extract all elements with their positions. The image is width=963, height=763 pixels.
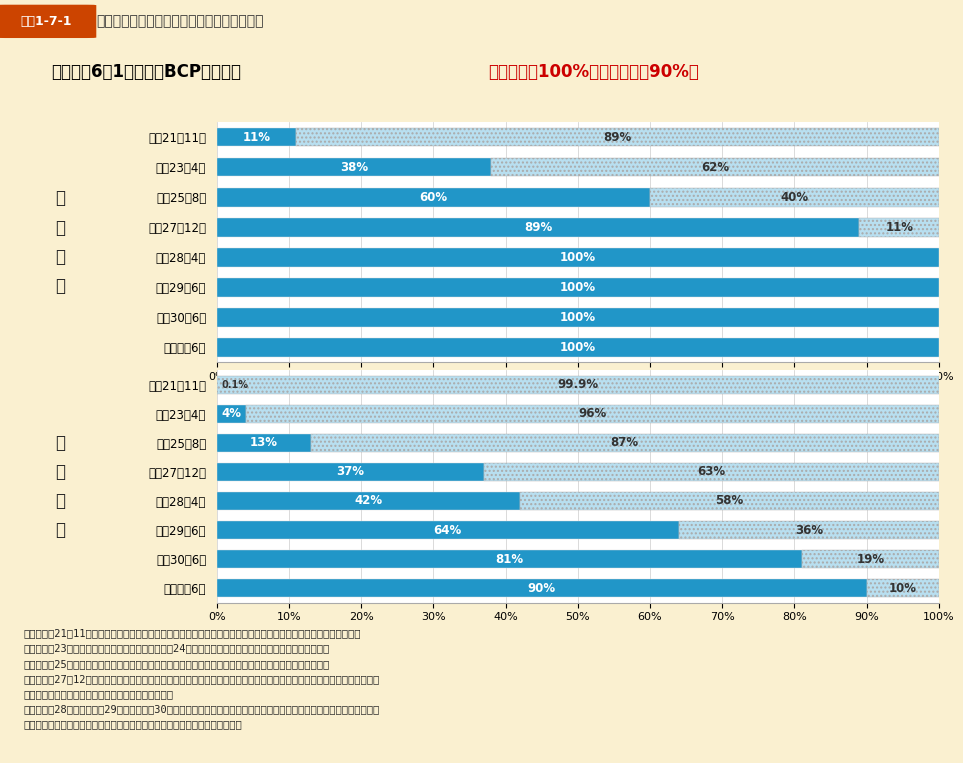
Bar [491, 158, 939, 176]
Bar [217, 308, 939, 327]
Text: 出典：平成21年11月：地震発生時を想定した業務継続体制に係る状況調査（内閣府（防災）及び総務省消防庁調査）
　　　平成23年４月：地方自治情報管理概要（平成2: 出典：平成21年11月：地震発生時を想定した業務継続体制に係る状況調査（内閣府（… [24, 629, 380, 729]
Text: 13%: 13% [249, 436, 277, 449]
Text: 地方公共団体における業務継続計画の策定率: 地方公共団体における業務継続計画の策定率 [96, 14, 264, 28]
Text: 63%: 63% [697, 465, 725, 478]
Text: 100%: 100% [560, 281, 596, 294]
Text: 87%: 87% [611, 436, 638, 449]
Text: 0.1%: 0.1% [221, 380, 248, 390]
Text: 36%: 36% [794, 523, 823, 536]
Text: 38%: 38% [340, 161, 368, 174]
Text: 10%: 10% [889, 581, 917, 594]
Bar [217, 492, 520, 510]
Bar [217, 521, 679, 539]
Text: 64%: 64% [433, 523, 462, 536]
Text: 89%: 89% [524, 221, 552, 233]
Text: 100%: 100% [560, 341, 596, 354]
Bar [217, 127, 297, 146]
Bar [679, 521, 939, 539]
Bar [246, 404, 939, 423]
Text: 11%: 11% [885, 221, 913, 233]
Text: 81%: 81% [495, 552, 523, 565]
Text: 11%: 11% [243, 130, 271, 143]
Text: 58%: 58% [716, 494, 743, 507]
Text: 37%: 37% [336, 465, 364, 478]
Bar [217, 158, 491, 176]
Bar [297, 127, 939, 146]
Bar [802, 550, 939, 568]
Bar [860, 218, 939, 237]
Text: 都道府県で100%、市町村で約90%。: 都道府県で100%、市町村で約90%。 [488, 63, 699, 82]
Bar [650, 188, 939, 207]
Bar [484, 463, 939, 481]
Text: 90%: 90% [528, 581, 556, 594]
Text: 4%: 4% [221, 407, 241, 420]
Bar [217, 218, 860, 237]
Bar [217, 404, 246, 423]
Bar [217, 550, 802, 568]
Text: 市
区
町
村: 市 区 町 村 [55, 433, 65, 539]
Bar [217, 433, 311, 452]
Text: 62%: 62% [701, 161, 729, 174]
Bar [217, 278, 939, 297]
Text: 42%: 42% [354, 494, 382, 507]
Text: 19%: 19% [856, 552, 884, 565]
Text: 99.9%: 99.9% [558, 378, 599, 391]
FancyBboxPatch shape [0, 5, 96, 38]
Text: 89%: 89% [604, 130, 632, 143]
Text: 都
道
府
県: 都 道 府 県 [55, 189, 65, 295]
Text: 40%: 40% [780, 191, 809, 204]
Text: 100%: 100% [560, 251, 596, 264]
Bar [217, 463, 484, 481]
Text: 60%: 60% [419, 191, 448, 204]
Text: 令和元年6月1日現在、BCP策定率は: 令和元年6月1日現在、BCP策定率は [52, 63, 242, 82]
Text: 図表1-7-1: 図表1-7-1 [20, 14, 72, 28]
Text: 96%: 96% [578, 407, 607, 420]
Bar [867, 579, 939, 597]
Bar [218, 375, 939, 394]
Bar [217, 579, 867, 597]
Bar [520, 492, 939, 510]
Bar [217, 338, 939, 357]
Bar [217, 248, 939, 266]
Bar [311, 433, 939, 452]
Bar [217, 188, 650, 207]
Text: 100%: 100% [560, 311, 596, 324]
